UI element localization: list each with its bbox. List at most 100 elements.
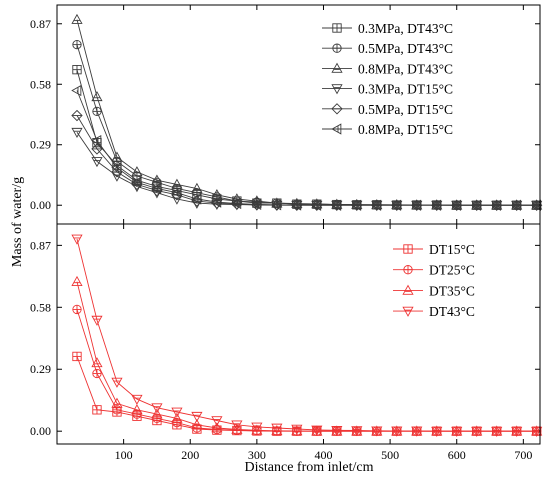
data-point	[471, 200, 483, 211]
data-point	[92, 368, 102, 379]
data-point	[171, 178, 183, 189]
legend-marker	[331, 123, 342, 135]
data-point	[131, 176, 142, 188]
legend-label: DT35°C	[429, 283, 475, 298]
data-point	[71, 127, 83, 138]
marker-triangle	[391, 200, 403, 211]
marker-triangle	[331, 426, 343, 437]
data-point	[291, 425, 303, 436]
legend-label: DT15°C	[429, 242, 475, 257]
marker-triangle	[131, 176, 142, 188]
marker-diamond	[471, 199, 483, 211]
marker-triangle	[391, 199, 402, 211]
marker-diamond	[391, 199, 403, 211]
legend-marker	[331, 103, 343, 115]
legend-marker	[403, 265, 413, 275]
marker-triangle	[231, 193, 243, 204]
data-point	[471, 426, 483, 437]
legend-label: 0.3MPa, DT15°C	[358, 82, 453, 97]
data-point	[391, 200, 403, 211]
y-tick-label: 0.58	[30, 77, 51, 91]
data-point	[530, 199, 541, 211]
marker-triangle	[351, 199, 362, 211]
marker-triangle	[311, 200, 323, 211]
marker-triangle	[251, 422, 263, 433]
marker-triangle	[151, 182, 162, 195]
data-point	[71, 84, 82, 97]
panel-top: 0.00 0.29 0.58 0.87 0.3MPa, DT43°C 0.5MPa, DT…	[30, 4, 543, 225]
data-point	[151, 408, 163, 419]
marker-triangle	[331, 123, 342, 135]
legend-item: 0.5MPa, DT15°C	[322, 102, 453, 117]
legend: DT15°C DT25°C DT35°C DT43°C	[393, 242, 475, 319]
y-tick-label: 0.87	[30, 238, 51, 252]
marker-triangle	[331, 199, 342, 211]
marker-triangle	[291, 200, 303, 211]
data-point	[171, 407, 183, 418]
data-point	[171, 412, 183, 423]
marker-triangle	[131, 394, 143, 405]
marker-triangle	[531, 426, 543, 437]
data-point	[91, 134, 102, 147]
marker-triangle	[171, 407, 183, 418]
data-point	[311, 425, 323, 436]
data-point	[351, 199, 362, 211]
legend-item: DT43°C	[393, 304, 475, 319]
data-point	[291, 200, 303, 211]
data-point	[111, 377, 123, 388]
marker-triangle	[311, 425, 323, 436]
marker-triangle	[431, 200, 443, 211]
marker-triangle	[511, 200, 523, 211]
marker-triangle	[371, 200, 383, 211]
data-point	[111, 162, 122, 174]
legend-marker	[403, 244, 413, 254]
series-1	[72, 65, 542, 210]
x-tick-label: 300	[248, 448, 266, 462]
marker-triangle	[451, 199, 463, 210]
marker-triangle	[530, 199, 541, 211]
data-point	[91, 357, 103, 368]
marker-triangle	[271, 199, 282, 211]
marker-triangle	[171, 412, 183, 423]
data-point	[271, 425, 283, 436]
marker-triangle	[251, 424, 263, 435]
data-point	[151, 403, 163, 414]
x-tick-label: 700	[514, 448, 532, 462]
data-point	[91, 91, 103, 102]
y-tick-label: 0.00	[30, 198, 51, 212]
marker-diamond	[411, 199, 423, 211]
legend-label: 0.3MPa, DT43°C	[358, 21, 453, 36]
marker-triangle	[71, 275, 83, 286]
marker-triangle	[411, 200, 423, 211]
legend-item: DT35°C	[393, 283, 475, 298]
marker-triangle	[511, 425, 523, 436]
marker-triangle	[531, 200, 543, 211]
marker-triangle	[211, 199, 223, 210]
data-point	[431, 200, 443, 211]
marker-triangle	[451, 426, 463, 437]
marker-triangle	[111, 397, 123, 408]
data-point	[251, 422, 263, 433]
marker-triangle	[430, 199, 442, 211]
data-point	[131, 404, 143, 415]
data-point	[371, 426, 383, 437]
legend: 0.3MPa, DT43°C 0.5MPa, DT43°C 0.8MPa, DT43…	[322, 21, 453, 137]
marker-triangle	[191, 419, 203, 430]
marker-diamond	[331, 199, 343, 211]
series-line	[76, 356, 537, 432]
data-point	[371, 200, 383, 211]
data-point	[351, 200, 363, 211]
marker-triangle	[510, 199, 521, 211]
data-point	[511, 200, 523, 211]
data-point	[72, 351, 82, 362]
series-1	[72, 351, 542, 436]
data-point	[212, 424, 222, 435]
data-point	[191, 182, 203, 193]
marker-triangle	[91, 357, 103, 368]
marker-triangle	[471, 200, 483, 211]
marker-diamond	[371, 199, 383, 211]
data-point	[451, 426, 463, 437]
marker-triangle	[471, 426, 483, 437]
data-point	[451, 200, 463, 211]
